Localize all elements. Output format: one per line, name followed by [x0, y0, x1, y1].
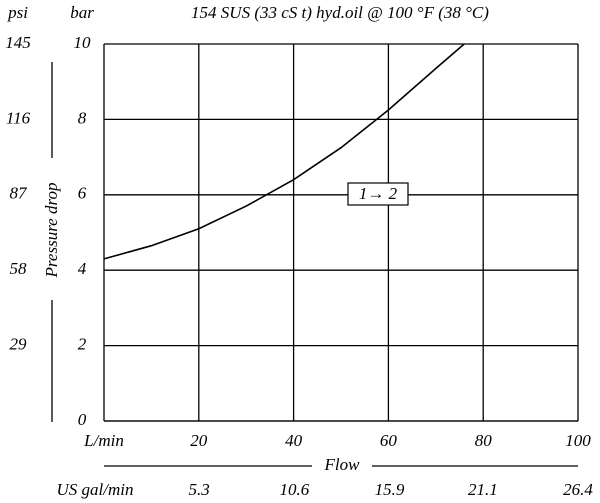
- x-tick-label: 40: [285, 431, 303, 450]
- chart-title: 154 SUS (33 cS t) hyd.oil @ 100 °F (38 °…: [191, 3, 489, 22]
- y-tick-label: 6: [78, 184, 87, 203]
- y-axis-label: Pressure drop: [42, 183, 61, 279]
- y2-tick-label: 116: [6, 108, 31, 127]
- y2-unit: psi: [7, 3, 28, 22]
- x2-tick-label: 21.1: [468, 480, 498, 499]
- x2-tick-label: 5.3: [189, 480, 210, 499]
- y-tick-label: 4: [78, 259, 87, 278]
- y-tick-label: 0: [78, 410, 87, 429]
- y-tick-label: 10: [74, 33, 92, 52]
- x2-tick-label: 26.4: [563, 480, 593, 499]
- x-tick-label: 20: [190, 431, 208, 450]
- x-unit: L/min: [83, 431, 124, 450]
- y2-tick-label: 145: [5, 33, 31, 52]
- x-axis-label: Flow: [324, 455, 361, 474]
- x2-tick-label: 10.6: [279, 480, 309, 499]
- y2-tick-label: 29: [10, 335, 28, 354]
- y2-tick-label: 58: [10, 259, 28, 278]
- x2-unit: US gal/min: [57, 480, 134, 499]
- annotation-box: [347, 182, 409, 206]
- annotation: 1→ 2: [359, 184, 398, 203]
- data-line: [103, 43, 465, 260]
- x-tick-label: 100: [565, 431, 591, 450]
- y-tick-label: 2: [78, 335, 87, 354]
- x2-tick-label: 15.9: [375, 480, 405, 499]
- y2-tick-label: 87: [10, 184, 29, 203]
- x-tick-label: 80: [475, 431, 493, 450]
- y-tick-label: 8: [78, 108, 87, 127]
- y-unit: bar: [70, 3, 94, 22]
- x-tick-label: 60: [380, 431, 398, 450]
